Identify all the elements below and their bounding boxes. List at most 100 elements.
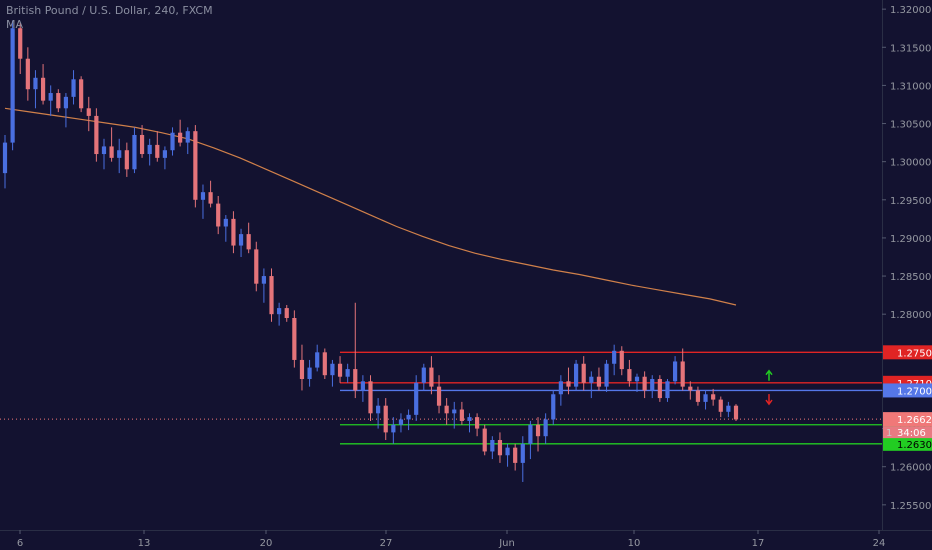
candle bbox=[650, 375, 655, 399]
y-tick-label: 1.31500 bbox=[890, 43, 931, 54]
indicator-label: MA bbox=[6, 18, 24, 31]
candle-body bbox=[406, 414, 411, 420]
candle-body bbox=[391, 424, 396, 433]
candle bbox=[2, 134, 8, 189]
candle-body bbox=[345, 369, 350, 377]
candle-body bbox=[733, 405, 739, 420]
candle bbox=[581, 356, 586, 391]
candle bbox=[497, 432, 503, 463]
candle bbox=[40, 64, 46, 105]
candle bbox=[726, 401, 731, 418]
level-label-text: 1.27000 bbox=[897, 386, 932, 397]
candle bbox=[672, 356, 678, 385]
candle-body bbox=[627, 369, 632, 382]
candle bbox=[322, 348, 327, 380]
time-axis[interactable]: 6 13 20 27 Jun 10 17 24 bbox=[0, 530, 932, 550]
countdown-box bbox=[883, 426, 932, 439]
candle-body bbox=[680, 361, 685, 387]
candle bbox=[657, 375, 662, 402]
candle bbox=[299, 344, 305, 391]
candle bbox=[452, 401, 457, 429]
candle-body bbox=[642, 376, 647, 391]
level-price-label: 1.27500 bbox=[883, 345, 932, 360]
candle-body bbox=[231, 218, 236, 246]
candle bbox=[353, 302, 358, 399]
candle-body bbox=[117, 150, 122, 158]
candle bbox=[155, 131, 160, 162]
x-tick-label: 13 bbox=[138, 538, 151, 549]
candle-body bbox=[589, 376, 594, 383]
candle bbox=[436, 375, 442, 414]
candle bbox=[688, 381, 693, 400]
candle-body bbox=[254, 249, 259, 284]
candle bbox=[33, 70, 38, 109]
moving-average bbox=[4, 107, 737, 306]
candle-body bbox=[513, 447, 518, 463]
candle bbox=[482, 424, 487, 456]
last-price-box bbox=[883, 412, 932, 427]
candle-body bbox=[63, 96, 69, 109]
candle bbox=[360, 375, 365, 402]
candle bbox=[101, 138, 107, 170]
arrow-down-icon bbox=[765, 394, 773, 406]
candle bbox=[345, 363, 350, 383]
candle-body bbox=[2, 142, 8, 174]
x-tick-label: 6 bbox=[17, 538, 23, 549]
candle bbox=[475, 413, 480, 437]
candle-body bbox=[193, 131, 198, 200]
candle bbox=[665, 379, 670, 402]
candle-body bbox=[299, 359, 305, 380]
candle-body bbox=[261, 276, 266, 284]
candle-body bbox=[185, 131, 190, 143]
candle-body bbox=[657, 379, 662, 399]
candle bbox=[246, 222, 251, 254]
candle bbox=[612, 344, 617, 376]
candle-body bbox=[170, 132, 175, 151]
candle bbox=[208, 180, 213, 208]
candle bbox=[383, 398, 388, 441]
level-price-label: 1.26300 bbox=[883, 436, 932, 451]
candle bbox=[292, 310, 297, 368]
candle-body bbox=[711, 394, 716, 400]
candle-body bbox=[330, 363, 335, 376]
price-axis[interactable]: 1.32000 1.31500 1.31000 1.30500 1.30000 1.295… bbox=[882, 0, 932, 550]
last-price-text: 1.26624 bbox=[897, 415, 932, 426]
candle-body bbox=[147, 144, 152, 155]
y-tick-label: 1.31000 bbox=[890, 81, 931, 92]
candle bbox=[170, 127, 175, 156]
level-label-text: 1.27500 bbox=[897, 348, 932, 359]
candle-body bbox=[718, 399, 723, 412]
time-axis-background bbox=[0, 530, 932, 550]
level-label-box bbox=[883, 345, 932, 360]
candle bbox=[79, 76, 84, 113]
candle bbox=[139, 125, 145, 158]
candle bbox=[330, 359, 335, 387]
candle bbox=[520, 436, 525, 482]
candle-body bbox=[178, 132, 183, 143]
symbol-title: British Pound / U.S. Dollar, 240, FXCM bbox=[6, 4, 213, 17]
candle bbox=[695, 386, 701, 406]
candle-body bbox=[353, 369, 358, 391]
candle bbox=[223, 215, 228, 242]
candle bbox=[535, 417, 541, 452]
level-label-text: 1.26300 bbox=[897, 440, 932, 451]
candle-body bbox=[238, 234, 244, 246]
candles bbox=[2, 20, 739, 482]
candle bbox=[406, 409, 411, 431]
candle bbox=[216, 195, 221, 235]
candle-body bbox=[634, 376, 640, 382]
candle bbox=[604, 359, 609, 392]
candle bbox=[269, 268, 274, 322]
x-tick-label: Jun bbox=[498, 538, 515, 549]
candle-body bbox=[688, 386, 693, 391]
candle bbox=[25, 47, 30, 101]
candle-body bbox=[223, 218, 228, 227]
candle-body bbox=[40, 77, 46, 101]
candle-body bbox=[444, 405, 449, 414]
candle-body bbox=[414, 382, 419, 415]
candle-body bbox=[695, 390, 701, 402]
candle-body bbox=[48, 93, 53, 101]
candle-body bbox=[551, 394, 556, 420]
